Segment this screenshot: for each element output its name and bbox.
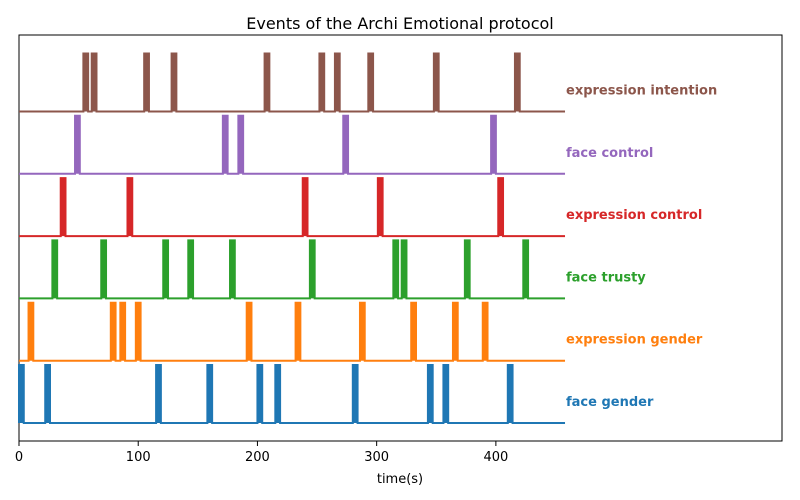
series-line-face-gender	[18, 364, 566, 424]
x-axis-label: time(s)	[377, 472, 423, 487]
series-line-expression-intention	[19, 52, 566, 113]
x-tick-label: 0	[15, 450, 23, 465]
series-line-expression-control	[19, 177, 566, 238]
x-tick-label: 400	[483, 450, 508, 465]
series-label-expression-control: expression control	[566, 208, 702, 223]
series-line-face-control	[19, 114, 566, 175]
chart-title: Events of the Archi Emotional protocol	[246, 14, 553, 33]
x-tick-label: 100	[126, 450, 151, 465]
series-label-face-gender: face gender	[566, 395, 654, 410]
series-layer	[18, 52, 566, 424]
series-label-face-trusty: face trusty	[566, 270, 646, 285]
x-axis-ticks: 0 100 200 300 400	[15, 441, 508, 465]
x-tick-label: 200	[245, 450, 270, 465]
series-label-layer: face gender expression gender face trusty e…	[566, 84, 717, 411]
series-label-expression-intention: expression intention	[566, 84, 717, 99]
series-label-expression-gender: expression gender	[566, 333, 703, 348]
plot-frame	[18, 34, 783, 442]
series-label-face-control: face control	[566, 146, 653, 161]
x-tick-label: 300	[364, 450, 389, 465]
series-line-face-trusty	[19, 239, 566, 300]
series-line-expression-gender	[19, 301, 566, 362]
